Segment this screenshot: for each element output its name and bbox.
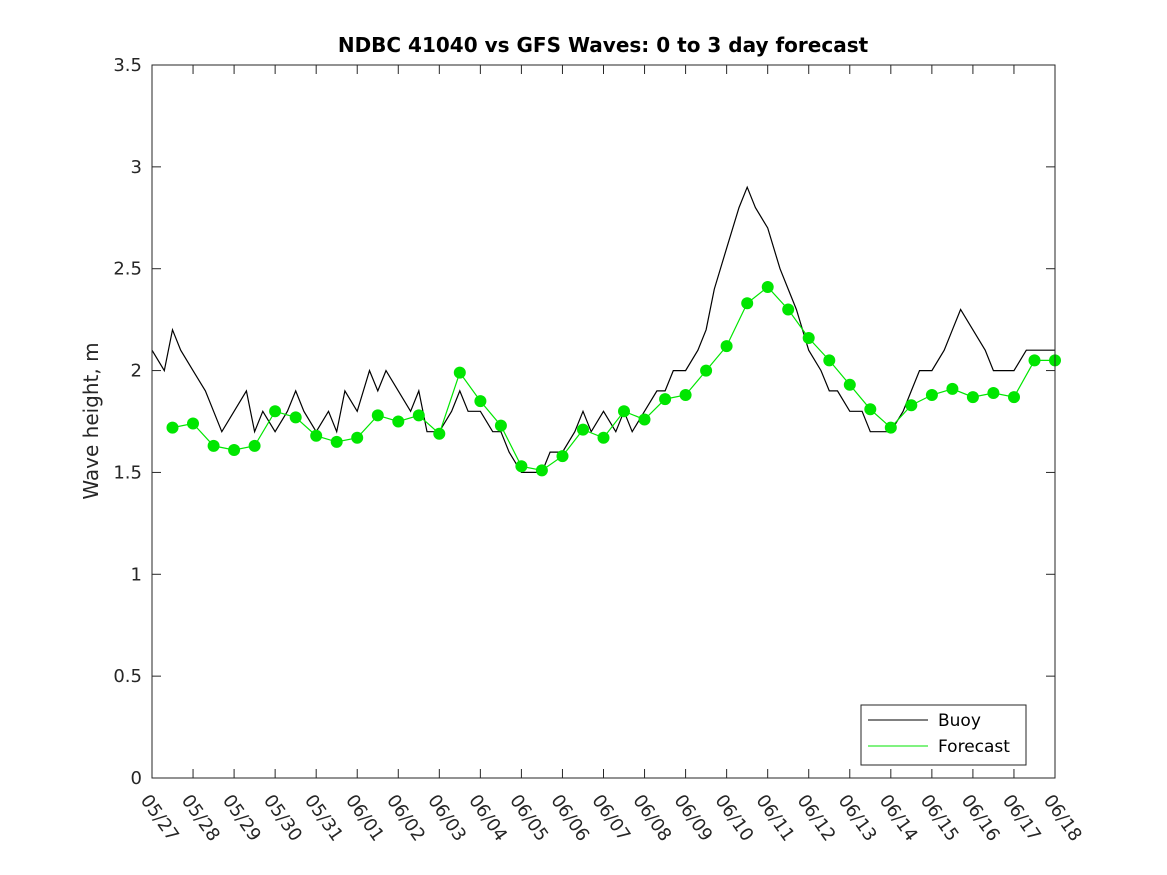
forecast-point	[966, 391, 979, 404]
y-tick-label: 0	[131, 768, 142, 789]
forecast-point	[597, 431, 610, 444]
x-tick-label: 06/15	[916, 791, 963, 846]
forecast-point	[351, 431, 364, 444]
y-tick-label: 1.5	[113, 462, 142, 483]
x-tick-label: 05/27	[136, 791, 183, 846]
forecast-point	[433, 427, 446, 440]
y-tick-label: 0.5	[113, 666, 142, 687]
x-tick-label: 06/18	[1039, 791, 1086, 846]
forecast-point	[761, 281, 774, 293]
x-tick-label: 06/02	[382, 791, 429, 846]
forecast-point	[392, 415, 405, 428]
legend-box	[860, 704, 1027, 766]
x-tick-label: 05/31	[300, 791, 347, 846]
forecast-point	[659, 393, 672, 406]
legend: Buoy Forecast	[860, 704, 1027, 766]
forecast-point	[802, 332, 815, 344]
forecast-point	[207, 439, 220, 452]
forecast-point	[187, 417, 199, 430]
forecast-point	[946, 382, 959, 395]
forecast-point	[310, 429, 323, 442]
x-tick-label: 06/12	[793, 791, 840, 846]
y-tick-label: 2.5	[113, 259, 142, 280]
legend-label-buoy: Buoy	[938, 711, 981, 731]
x-tick-label: 06/16	[957, 791, 1004, 846]
forecast-point	[864, 403, 877, 416]
forecast-point	[618, 405, 630, 418]
y-tick-label: 2	[131, 361, 142, 382]
x-tick-label: 06/08	[628, 791, 675, 846]
forecast-point	[515, 460, 528, 473]
x-tick-label: 06/07	[587, 791, 634, 846]
x-tick-label: 06/17	[998, 791, 1045, 846]
x-tick-label: 05/29	[218, 791, 265, 846]
forecast-point	[474, 395, 487, 408]
forecast-point	[289, 411, 302, 424]
forecast-point	[782, 303, 795, 316]
forecast-point	[166, 421, 179, 434]
forecast-point	[1028, 354, 1041, 367]
forecast-point	[577, 423, 589, 436]
forecast-point	[556, 450, 569, 463]
forecast-point	[371, 409, 384, 422]
series-layer	[151, 185, 1061, 477]
x-tick-label: 06/05	[505, 791, 552, 846]
y-tick-label: 1	[131, 564, 142, 585]
forecast-point	[269, 405, 282, 418]
y-axis: 0 0.5 1 1.5 2 2.5 3 3.5	[113, 55, 1055, 789]
x-tick-label: 06/11	[752, 791, 799, 846]
forecast-point	[1008, 391, 1020, 404]
forecast-point	[925, 389, 938, 401]
forecast-point	[987, 387, 1000, 399]
x-tick-label: 06/09	[669, 791, 716, 846]
y-axis-label: Wave height, m	[79, 342, 103, 499]
forecast-point	[720, 340, 733, 353]
forecast-point	[453, 366, 466, 379]
forecast-point	[494, 419, 507, 432]
forecast-point	[905, 399, 918, 412]
legend-label-forecast: Forecast	[938, 737, 1010, 757]
x-tick-label: 06/14	[875, 791, 922, 846]
forecast-point	[823, 354, 836, 367]
x-tick-label: 06/03	[423, 791, 470, 846]
forecast-point	[843, 378, 856, 391]
forecast-point	[228, 444, 241, 456]
x-tick-label: 06/04	[464, 791, 511, 846]
x-tick-label: 06/13	[834, 791, 881, 846]
forecast-point	[248, 439, 261, 452]
x-tick-label: 06/06	[546, 791, 593, 846]
chart-title: NDBC 41040 vs GFS Waves: 0 to 3 day fore…	[338, 33, 869, 57]
forecast-point	[884, 421, 897, 434]
forecast-point	[741, 297, 754, 310]
forecast-point	[412, 409, 425, 422]
forecast-point	[700, 364, 713, 377]
x-tick-label: 06/10	[711, 791, 758, 846]
x-tick-label: 06/01	[341, 791, 388, 846]
forecast-point	[638, 413, 651, 426]
y-tick-label: 3	[131, 157, 142, 178]
forecast-point	[330, 435, 343, 448]
x-tick-label: 05/30	[259, 791, 306, 846]
x-tick-label: 05/28	[177, 791, 224, 846]
forecast-point	[679, 389, 692, 401]
plot-area	[152, 65, 1055, 778]
forecast-point	[535, 464, 548, 477]
y-tick-label: 3.5	[113, 55, 142, 76]
